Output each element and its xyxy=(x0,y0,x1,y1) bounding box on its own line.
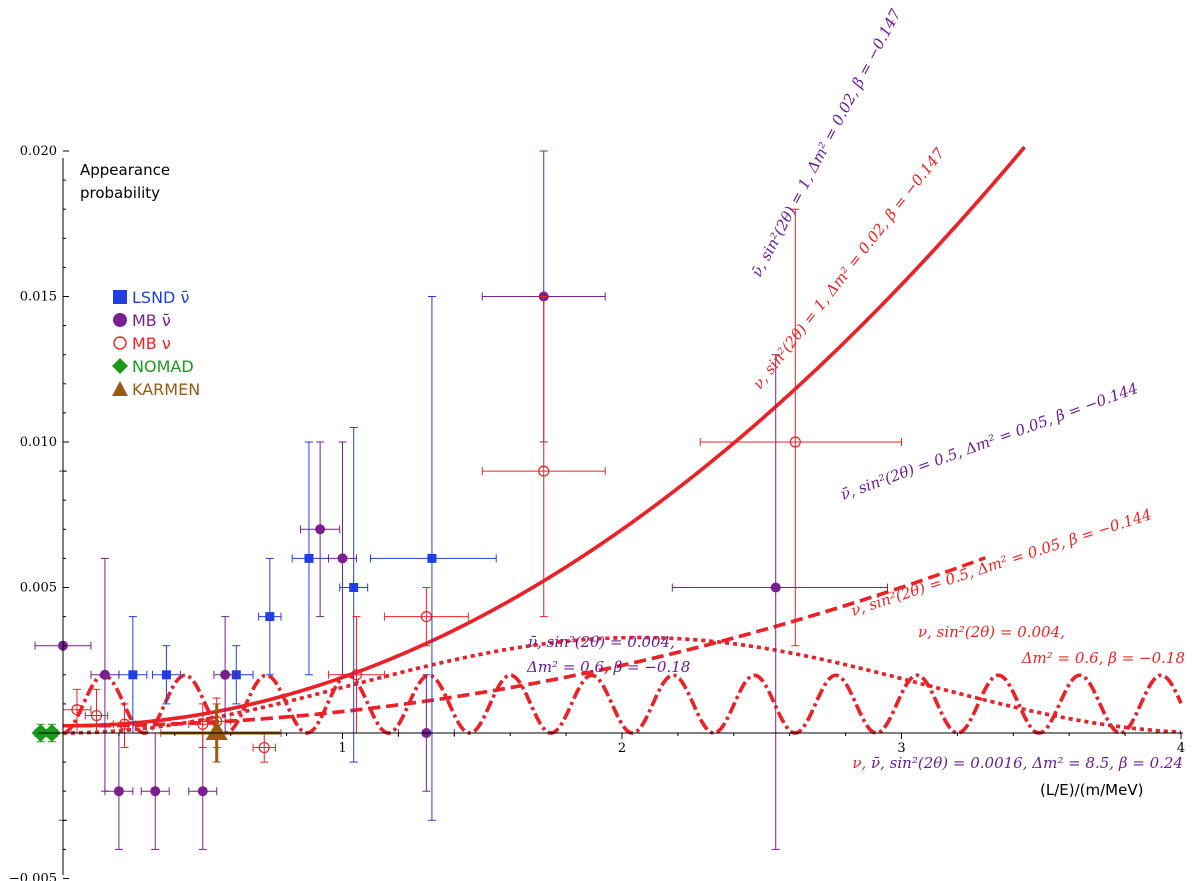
x-tick-label: 2 xyxy=(618,741,626,756)
data-points-layer xyxy=(31,150,902,850)
circle-marker xyxy=(99,669,110,680)
circle-marker xyxy=(150,786,161,797)
data-point xyxy=(300,441,341,618)
data-point xyxy=(291,441,330,676)
open-circle-marker xyxy=(90,709,103,722)
square-marker xyxy=(427,553,437,563)
curve-label-nu: ν, xyxy=(852,754,871,772)
legend-square-icon xyxy=(113,290,127,304)
curve-label-combined: ν, ν̄, sin²(2θ) = 0.0016, Δm² = 8.5, β =… xyxy=(852,754,1183,772)
curve-label-nubar: ν̄, sin²(2θ) = 0.0016, Δm² = 8.5, β = 0.… xyxy=(871,754,1183,772)
legend-label-karmen: KARMEN xyxy=(132,380,200,399)
open-circle-marker xyxy=(789,436,801,448)
data-point xyxy=(151,645,181,705)
curve-nu_dotted xyxy=(63,635,1182,735)
square-marker xyxy=(349,583,359,592)
open-circle-marker xyxy=(420,610,432,623)
x-tick-label: 1 xyxy=(338,741,346,756)
circle-marker xyxy=(770,582,781,593)
data-point xyxy=(112,703,137,749)
circle-marker xyxy=(197,786,208,797)
y-tick-label: 0.005 xyxy=(20,581,57,596)
x-axis-label: (L/E)/(m/MeV) xyxy=(1040,781,1143,799)
curve-label-a5a: ν̄, sin²(2θ) = 0.004, xyxy=(528,633,675,651)
axes xyxy=(38,158,1183,875)
data-point xyxy=(104,732,134,850)
data-point xyxy=(328,616,385,734)
legend-triangle-icon xyxy=(112,381,128,396)
curve-label-a6b: Δm² = 0.6, β = −0.18 xyxy=(1021,649,1185,667)
data-point xyxy=(481,296,606,618)
data-point xyxy=(252,732,276,763)
data-point xyxy=(671,354,889,850)
legend-label-mb_nubar: MB ν̄ xyxy=(132,311,171,330)
legend-circle-icon xyxy=(113,313,127,327)
legend-label-nomad: NOMAD xyxy=(132,357,194,376)
data-point xyxy=(188,732,218,850)
ticks: −0.005 0.005 0.010 0.015 0.020 1 2 3 4 xyxy=(9,144,1185,881)
legend-diamond-icon xyxy=(112,358,128,374)
data-point xyxy=(328,441,357,676)
curve-labels: ν̄, sin²(2θ) = 1, Δm² = 0.02, β = −0.147… xyxy=(526,6,1185,772)
circle-marker xyxy=(220,669,231,680)
circle-marker xyxy=(113,786,124,797)
y-axis-label: Appearance xyxy=(80,161,170,179)
data-point xyxy=(383,587,469,647)
open-circle-marker xyxy=(258,741,270,754)
curve-label-a3: ν̄, sin²(2θ) = 0.5, Δm² = 0.05, β = −0.1… xyxy=(838,379,1140,504)
x-tick-label: 4 xyxy=(1177,741,1185,756)
data-point xyxy=(369,296,497,821)
open-circle-marker xyxy=(118,718,131,730)
square-marker xyxy=(304,553,314,563)
legend-open-circle-icon xyxy=(113,336,127,350)
triangle-marker xyxy=(205,721,228,740)
square-marker xyxy=(265,612,275,622)
square-marker xyxy=(128,670,138,680)
open-circle-marker xyxy=(71,704,83,716)
data-point xyxy=(339,426,369,763)
curve-nu_dashed xyxy=(63,556,986,728)
data-point xyxy=(118,616,148,734)
curve-label-a5b: Δm² = 0.6, β = −0.18 xyxy=(526,658,690,676)
y-tick-label: −0.005 xyxy=(9,872,57,881)
x-tick-label: 3 xyxy=(897,741,905,756)
data-point xyxy=(258,557,282,676)
open-circle-marker xyxy=(350,669,363,681)
data-point xyxy=(213,616,237,734)
y-axis-label-line2: probability xyxy=(80,184,160,202)
y-tick-label: 0.015 xyxy=(20,290,57,305)
data-point xyxy=(188,703,218,749)
data-point xyxy=(84,688,109,734)
data-point xyxy=(140,732,170,850)
open-circle-marker xyxy=(538,465,550,477)
data-point xyxy=(90,557,120,792)
legend-label-mb_nu: MB ν xyxy=(132,334,171,353)
curve-label-a4: ν, sin²(2θ) = 0.5, Δm² = 0.05, β = −0.14… xyxy=(849,505,1154,619)
circle-marker xyxy=(337,553,348,564)
legend: LSND ν̄ MB ν̄ MB ν NOMAD KARMEN xyxy=(112,288,200,399)
legend-label-lsnd: LSND ν̄ xyxy=(132,288,189,307)
circle-marker xyxy=(315,524,326,535)
curve-label-a6a: ν, sin²(2θ) = 0.004, xyxy=(918,623,1065,641)
y-tick-label: 0.020 xyxy=(20,144,57,159)
y-tick-label: 0.010 xyxy=(20,435,57,450)
data-point xyxy=(699,208,902,647)
square-marker xyxy=(161,670,171,680)
